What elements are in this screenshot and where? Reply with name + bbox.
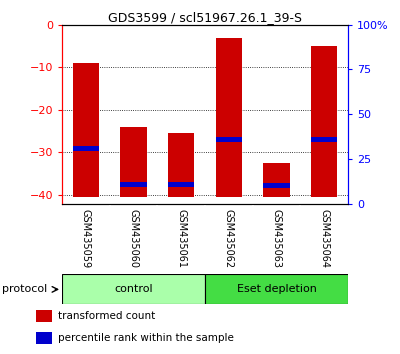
Bar bbox=[205, 274, 348, 304]
Text: protocol: protocol bbox=[2, 284, 47, 295]
Bar bbox=[216, 137, 242, 142]
Text: control: control bbox=[114, 284, 153, 295]
Bar bbox=[36, 310, 52, 322]
Bar bbox=[168, 133, 194, 197]
Bar bbox=[168, 182, 194, 187]
Bar bbox=[73, 145, 99, 151]
Bar bbox=[120, 182, 147, 187]
Bar bbox=[263, 183, 290, 188]
Text: GSM435060: GSM435060 bbox=[128, 209, 138, 268]
Title: GDS3599 / scl51967.26.1_39-S: GDS3599 / scl51967.26.1_39-S bbox=[108, 11, 302, 24]
Text: GSM435062: GSM435062 bbox=[224, 209, 234, 268]
Text: transformed count: transformed count bbox=[58, 311, 155, 321]
Text: GSM435063: GSM435063 bbox=[272, 209, 282, 268]
Bar bbox=[36, 332, 52, 343]
Bar bbox=[311, 137, 337, 142]
Text: GSM435064: GSM435064 bbox=[319, 209, 329, 268]
Bar bbox=[263, 163, 290, 197]
Bar bbox=[73, 63, 99, 197]
Bar bbox=[311, 46, 337, 197]
Bar bbox=[120, 127, 147, 197]
Text: percentile rank within the sample: percentile rank within the sample bbox=[58, 333, 234, 343]
Text: Eset depletion: Eset depletion bbox=[236, 284, 316, 295]
Text: GSM435059: GSM435059 bbox=[81, 209, 91, 268]
Text: GSM435061: GSM435061 bbox=[176, 209, 186, 268]
Bar bbox=[216, 38, 242, 197]
Bar bbox=[62, 274, 205, 304]
